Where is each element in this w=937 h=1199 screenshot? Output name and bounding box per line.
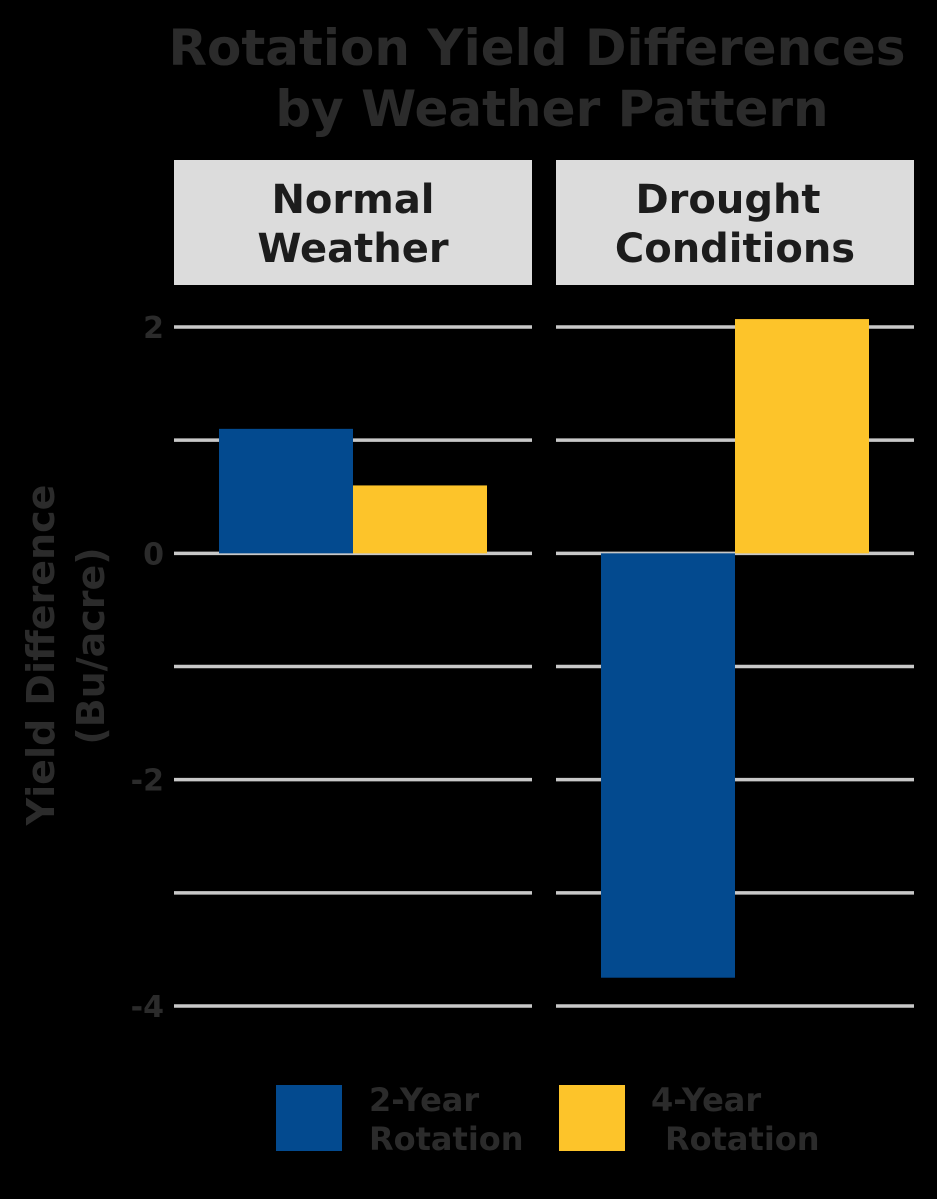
facet-label-normal-line-2: Weather [257,226,449,272]
y-axis-label: Yield Difference [19,485,63,827]
y-tick-label: -2 [131,764,164,799]
bar-2-year-panel-1 [219,428,353,554]
legend-label-2-year-line-2: Rotation [369,1120,524,1158]
facet-label-normal-line-1: Normal [271,177,434,223]
legend-label-2-year-line-1: 2-Year [369,1081,479,1119]
y-axis-tick-labels: -4 -2 0 2 [131,311,164,1025]
y-axis-label-line-2: (Bu/acre) [69,547,113,744]
bar-2-year-panel-2 [601,553,735,978]
y-tick-label: -4 [131,990,164,1025]
legend-label-4-year-line-1: 4-Year [651,1081,761,1119]
chart-title-line-1: Rotation Yield Differences [168,19,905,77]
legend-swatch-4-year [559,1085,625,1151]
y-axis-label-unit: (Bu/acre) [69,547,113,744]
bar-4-year-panel-2 [735,319,869,554]
legend-item-4-year: 4-Year Rotation [559,1081,820,1158]
facet-normal-weather: Normal Weather [174,160,532,1008]
panel-normal-weather [174,325,532,1008]
legend-swatch-2-year [276,1085,342,1151]
facet-drought-conditions: Drought Conditions [556,160,914,1008]
chart-title-line-2: by Weather Pattern [275,80,828,138]
facet-strip-drought-conditions [556,160,914,285]
facet-strip-normal-weather [174,160,532,285]
legend: 2-Year Rotation 4-Year Rotation [276,1081,820,1158]
y-tick-label: 2 [143,311,164,346]
facet-label-drought-line-1: Drought [635,177,820,223]
bar-4-year-panel-1 [353,485,487,554]
y-axis-label-line-1: Yield Difference [19,485,63,827]
y-tick-label: 0 [143,537,164,572]
panel-drought-conditions [556,319,914,1008]
legend-item-2-year: 2-Year Rotation [276,1081,524,1158]
legend-label-4-year-line-2: Rotation [665,1120,820,1158]
facet-label-drought-line-2: Conditions [615,226,855,272]
